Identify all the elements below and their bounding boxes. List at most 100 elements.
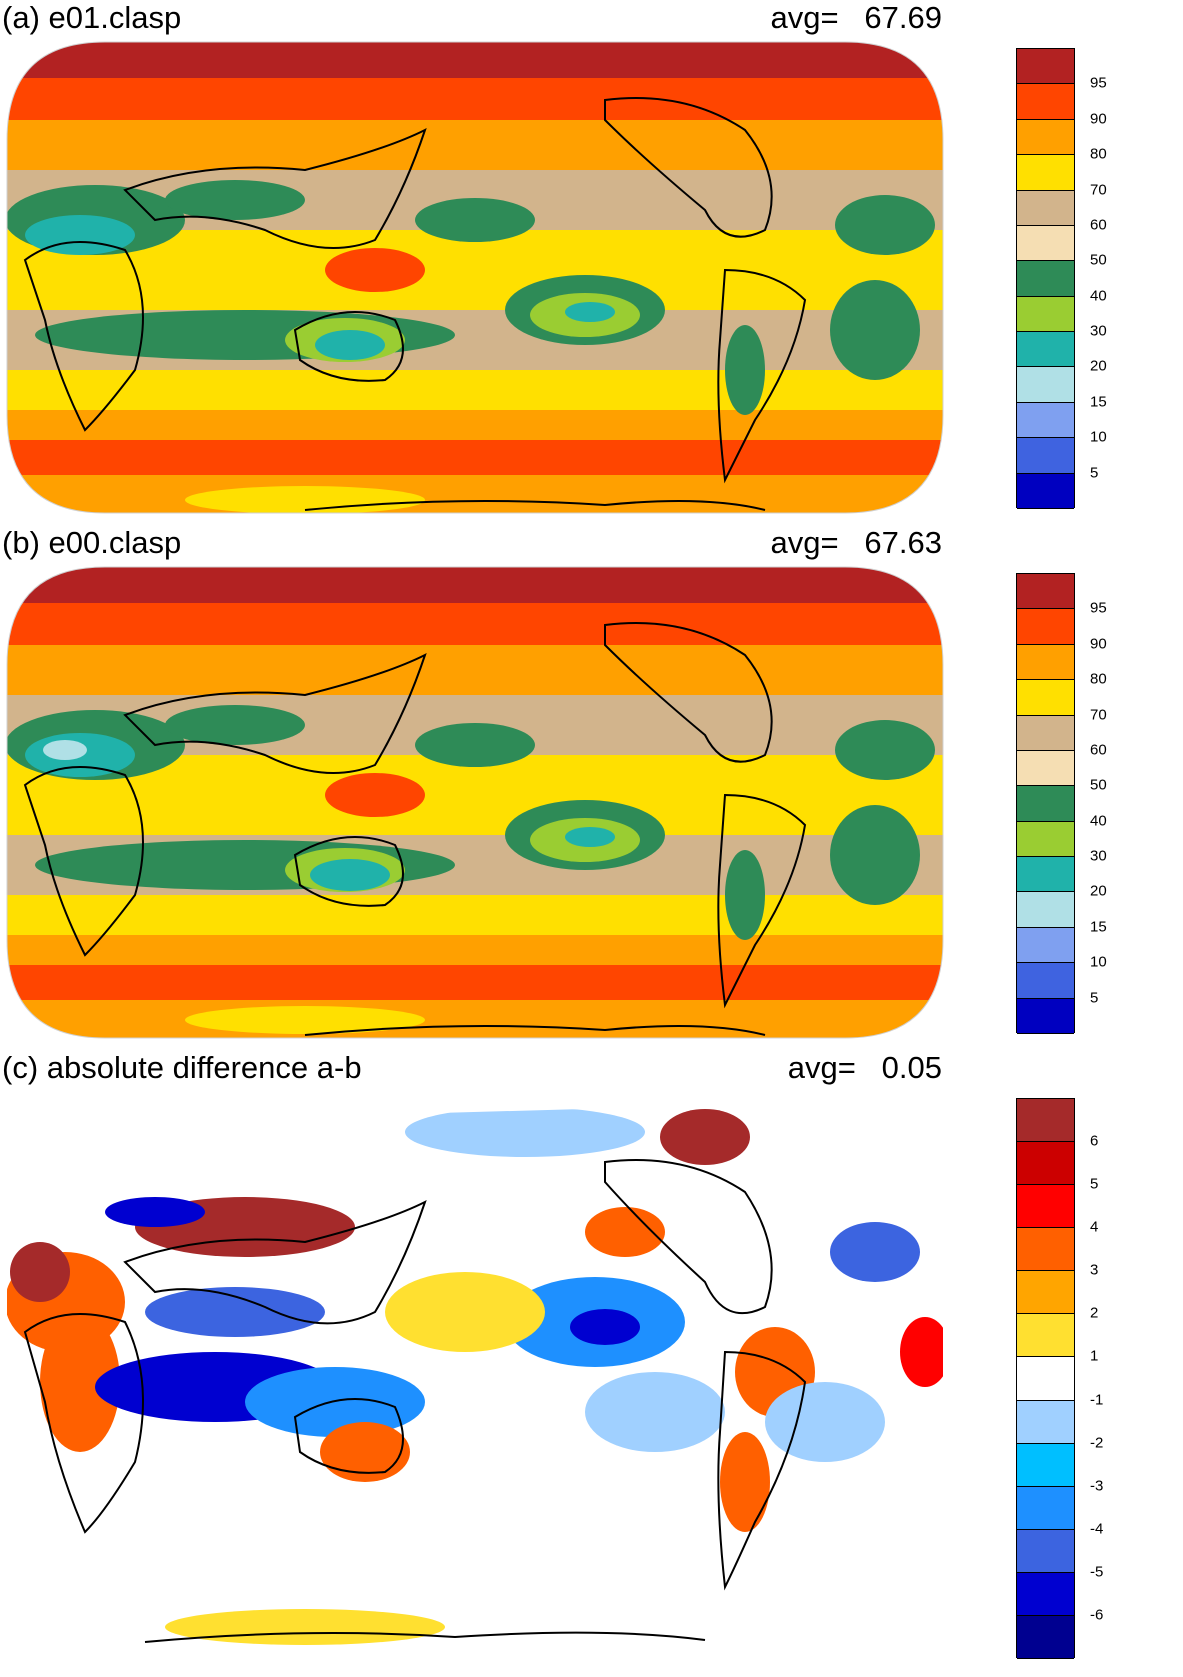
field-patch bbox=[830, 805, 920, 905]
colorbar-swatch bbox=[1017, 1142, 1074, 1186]
colorbar-label: 80 bbox=[1090, 670, 1107, 688]
field-patch bbox=[565, 302, 615, 322]
colorbar-swatch bbox=[1017, 1443, 1074, 1487]
colorbar-label: 90 bbox=[1090, 635, 1107, 653]
field-patch bbox=[105, 1197, 205, 1227]
colorbar-swatch bbox=[1017, 332, 1074, 368]
colorbar-swatch bbox=[1017, 1357, 1074, 1401]
colorbar-swatch bbox=[1017, 261, 1074, 297]
field-patch bbox=[720, 1432, 770, 1532]
colorbar-swatch bbox=[1017, 1529, 1074, 1573]
colorbar-box bbox=[1016, 1098, 1075, 1659]
colorbar-swatch bbox=[1017, 119, 1074, 156]
colorbar-swatch bbox=[1017, 1314, 1074, 1358]
map-e01-clasp bbox=[6, 41, 944, 514]
colorbar-label: -1 bbox=[1090, 1391, 1104, 1409]
field-patch bbox=[165, 705, 305, 745]
colorbar-label: 70 bbox=[1090, 706, 1107, 724]
panel-average: avg= 67.63 bbox=[770, 525, 942, 561]
field-patch bbox=[145, 1287, 325, 1337]
field-patch bbox=[900, 1317, 943, 1387]
avg-label: avg= bbox=[770, 0, 839, 35]
colorbar-label: 70 bbox=[1090, 181, 1107, 199]
colorbar-label: -2 bbox=[1090, 1434, 1104, 1452]
field-patch bbox=[43, 740, 87, 760]
colorbar-label: 5 bbox=[1090, 989, 1099, 1007]
colorbar-swatch bbox=[1017, 402, 1074, 439]
field-patch bbox=[325, 773, 425, 817]
colorbar-swatch bbox=[1017, 609, 1074, 645]
colorbar-label: -6 bbox=[1090, 1606, 1104, 1624]
colorbar-label: 3 bbox=[1090, 1261, 1099, 1279]
colorbar-label: 40 bbox=[1090, 287, 1107, 305]
colorbar-swatch bbox=[1017, 367, 1074, 403]
field-patch bbox=[325, 248, 425, 292]
field-patch bbox=[405, 1107, 645, 1157]
colorbar-swatch bbox=[1017, 1400, 1074, 1444]
zone-band bbox=[7, 603, 943, 645]
colorbar-label: 30 bbox=[1090, 847, 1107, 865]
panel-title: (c) absolute difference a-b bbox=[2, 1050, 362, 1085]
avg-value: 0.05 bbox=[881, 1050, 942, 1085]
field-patch bbox=[830, 280, 920, 380]
colorbar-swatch bbox=[1017, 998, 1074, 1034]
zone-band bbox=[7, 230, 943, 310]
colorbar-label: 5 bbox=[1090, 464, 1099, 482]
colorbar-label: 60 bbox=[1090, 741, 1107, 759]
zone-band bbox=[7, 965, 943, 1000]
colorbar-swatch bbox=[1017, 473, 1074, 509]
colorbar-swatch bbox=[1017, 1615, 1074, 1659]
colorbar-swatch bbox=[1017, 49, 1074, 85]
colorbar-box bbox=[1016, 573, 1075, 1034]
colorbar-label: 20 bbox=[1090, 357, 1107, 375]
colorbar-label: 5 bbox=[1090, 1175, 1099, 1193]
coastlines bbox=[23, 97, 807, 511]
colorbar-label: 90 bbox=[1090, 110, 1107, 128]
colorbar-label: 20 bbox=[1090, 882, 1107, 900]
colorbar-swatch bbox=[1017, 644, 1074, 681]
field-patch bbox=[10, 1242, 70, 1302]
field-patch bbox=[385, 1272, 545, 1352]
zone-band bbox=[7, 755, 943, 835]
field-patch bbox=[165, 1609, 445, 1645]
colorbar-label: 1 bbox=[1090, 1347, 1099, 1365]
colorbar-label: 60 bbox=[1090, 216, 1107, 234]
map-absolute-difference bbox=[7, 1102, 943, 1652]
field-patch bbox=[725, 325, 765, 415]
colorbar-label: 95 bbox=[1090, 599, 1107, 617]
colorbar-swatch bbox=[1017, 786, 1074, 822]
coastlines bbox=[23, 622, 807, 1036]
panel-a: (a) e01.clasp avg= 67.69 bbox=[0, 0, 1183, 520]
colorbar-label: 30 bbox=[1090, 322, 1107, 340]
field-patch bbox=[585, 1372, 725, 1452]
colorbar-label: 4 bbox=[1090, 1218, 1099, 1236]
colorbar-swatch bbox=[1017, 225, 1074, 262]
colorbar-label: 10 bbox=[1090, 428, 1107, 446]
avg-value: 67.63 bbox=[864, 525, 942, 560]
colorbar-swatch bbox=[1017, 927, 1074, 964]
colorbar-label: 2 bbox=[1090, 1304, 1099, 1322]
field-patch bbox=[165, 180, 305, 220]
avg-label: avg= bbox=[770, 525, 839, 560]
colorbar-label: 6 bbox=[1090, 1132, 1099, 1150]
colorbar-label: -3 bbox=[1090, 1477, 1104, 1495]
colorbar-swatch bbox=[1017, 574, 1074, 610]
colorbar-swatch bbox=[1017, 892, 1074, 928]
field-patch bbox=[185, 486, 425, 513]
colorbar-swatch bbox=[1017, 190, 1074, 226]
field-patch bbox=[835, 195, 935, 255]
colorbar-swatch bbox=[1017, 1271, 1074, 1315]
field-patch bbox=[315, 330, 385, 360]
colorbar-swatch bbox=[1017, 155, 1074, 191]
panel-average: avg= 67.69 bbox=[770, 0, 942, 36]
colorbar-swatch bbox=[1017, 715, 1074, 751]
colorbar-swatch bbox=[1017, 1486, 1074, 1530]
zone-band bbox=[7, 645, 943, 695]
zone-band bbox=[7, 370, 943, 410]
panel-b: (b) e00.clasp avg= 67.63 bbox=[0, 525, 1183, 1045]
panel-average: avg= 0.05 bbox=[788, 1050, 942, 1086]
field-patch bbox=[415, 198, 535, 242]
colorbar-label: 80 bbox=[1090, 145, 1107, 163]
colorbar-swatch bbox=[1017, 857, 1074, 893]
zone-band bbox=[7, 935, 943, 965]
